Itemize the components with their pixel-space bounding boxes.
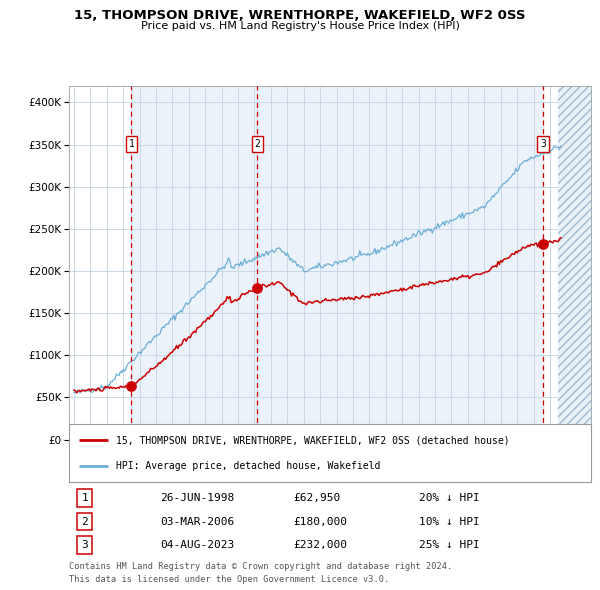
Point <box>538 240 548 249</box>
Text: £62,950: £62,950 <box>293 493 341 503</box>
Text: This data is licensed under the Open Government Licence v3.0.: This data is licensed under the Open Gov… <box>69 575 389 584</box>
Text: 3: 3 <box>540 139 546 149</box>
Text: 15, THOMPSON DRIVE, WRENTHORPE, WAKEFIELD, WF2 0SS: 15, THOMPSON DRIVE, WRENTHORPE, WAKEFIEL… <box>74 9 526 22</box>
Bar <box>257 86 543 440</box>
Text: HPI: Average price, detached house, Wakefield: HPI: Average price, detached house, Wake… <box>116 461 380 471</box>
Text: Contains HM Land Registry data © Crown copyright and database right 2024.: Contains HM Land Registry data © Crown c… <box>69 562 452 571</box>
Text: 20% ↓ HPI: 20% ↓ HPI <box>419 493 479 503</box>
Text: 26-JUN-1998: 26-JUN-1998 <box>160 493 235 503</box>
Point <box>253 283 262 293</box>
Bar <box>558 86 591 440</box>
Text: 04-AUG-2023: 04-AUG-2023 <box>160 540 235 550</box>
Text: 2: 2 <box>81 517 88 526</box>
Text: 1: 1 <box>128 139 134 149</box>
Text: 10% ↓ HPI: 10% ↓ HPI <box>419 517 479 526</box>
Text: 03-MAR-2006: 03-MAR-2006 <box>160 517 235 526</box>
Text: 25% ↓ HPI: 25% ↓ HPI <box>419 540 479 550</box>
Text: 3: 3 <box>81 540 88 550</box>
Point <box>127 382 136 391</box>
Text: 15, THOMPSON DRIVE, WRENTHORPE, WAKEFIELD, WF2 0SS (detached house): 15, THOMPSON DRIVE, WRENTHORPE, WAKEFIEL… <box>116 435 509 445</box>
Text: Price paid vs. HM Land Registry's House Price Index (HPI): Price paid vs. HM Land Registry's House … <box>140 21 460 31</box>
Text: £232,000: £232,000 <box>293 540 347 550</box>
Text: 1: 1 <box>81 493 88 503</box>
Text: £180,000: £180,000 <box>293 517 347 526</box>
Bar <box>131 86 257 440</box>
Text: 2: 2 <box>254 139 260 149</box>
